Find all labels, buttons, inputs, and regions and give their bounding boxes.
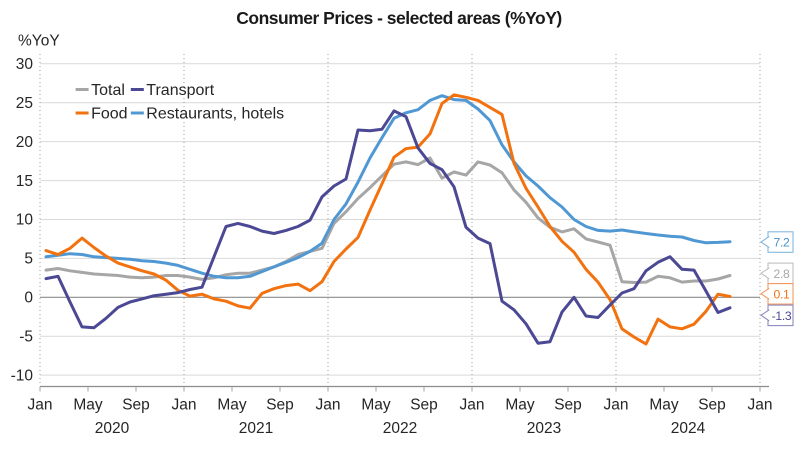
svg-text:2024: 2024: [671, 420, 706, 437]
svg-text:2.8: 2.8: [773, 267, 790, 281]
svg-text:Sep: Sep: [698, 397, 726, 414]
svg-text:Sep: Sep: [266, 397, 294, 414]
svg-text:Sep: Sep: [122, 397, 150, 414]
svg-text:0.1: 0.1: [773, 287, 790, 301]
svg-text:Sep: Sep: [554, 397, 582, 414]
svg-text:Jan: Jan: [172, 397, 197, 414]
svg-text:2020: 2020: [95, 420, 130, 437]
svg-text:Transport: Transport: [146, 82, 214, 99]
svg-text:2023: 2023: [527, 420, 561, 437]
svg-text:10: 10: [16, 212, 34, 229]
svg-text:Consumer Prices - selected are: Consumer Prices - selected areas (%YoY): [236, 8, 561, 28]
svg-text:Food: Food: [91, 106, 127, 123]
svg-text:Jan: Jan: [460, 397, 485, 414]
svg-text:-10: -10: [11, 367, 34, 384]
svg-text:-1.3: -1.3: [772, 309, 792, 323]
svg-text:30: 30: [16, 56, 34, 73]
svg-text:Restaurants, hotels: Restaurants, hotels: [146, 106, 284, 123]
svg-text:7.2: 7.2: [773, 236, 790, 250]
svg-text:Sep: Sep: [410, 397, 438, 414]
svg-text:20: 20: [16, 134, 34, 151]
svg-text:May: May: [505, 397, 535, 414]
svg-text:25: 25: [16, 95, 33, 112]
svg-text:Jan: Jan: [28, 397, 53, 414]
svg-text:15: 15: [16, 173, 33, 190]
svg-text:5: 5: [24, 251, 33, 268]
svg-text:Jan: Jan: [316, 397, 341, 414]
svg-text:Jan: Jan: [604, 397, 629, 414]
svg-text:May: May: [649, 397, 679, 414]
svg-text:0: 0: [24, 290, 33, 307]
svg-text:-5: -5: [19, 328, 33, 345]
svg-text:2022: 2022: [383, 420, 417, 437]
svg-text:Jan: Jan: [748, 397, 773, 414]
svg-text:May: May: [361, 397, 391, 414]
svg-text:%YoY: %YoY: [18, 33, 60, 50]
svg-text:2021: 2021: [239, 420, 273, 437]
svg-text:Total: Total: [91, 82, 125, 99]
svg-text:May: May: [73, 397, 103, 414]
svg-text:May: May: [217, 397, 247, 414]
